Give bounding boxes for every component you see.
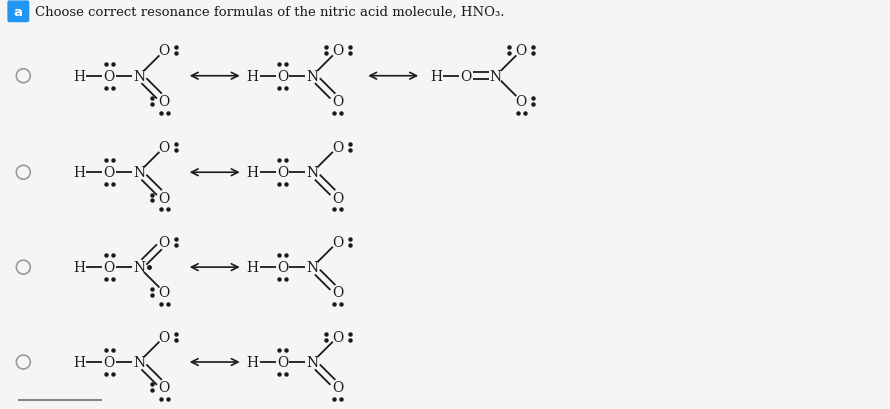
Text: H: H [73,166,85,180]
Text: O: O [277,355,288,369]
Text: N: N [133,70,145,83]
Text: N: N [306,166,319,180]
Text: N: N [306,355,319,369]
Text: O: O [158,235,170,249]
Text: N: N [133,166,145,180]
Text: H: H [73,261,85,274]
Text: H: H [247,70,259,83]
Text: O: O [103,166,115,180]
Text: O: O [332,44,344,58]
Text: H: H [247,261,259,274]
Text: O: O [158,286,170,300]
Text: O: O [158,191,170,205]
Text: O: O [332,191,344,205]
Text: O: O [515,44,527,58]
Text: N: N [133,261,145,274]
Text: O: O [103,355,115,369]
Text: O: O [158,141,170,155]
Text: H: H [430,70,442,83]
Text: O: O [277,166,288,180]
Text: N: N [490,70,502,83]
Text: O: O [332,286,344,300]
FancyBboxPatch shape [7,1,29,23]
Text: O: O [158,44,170,58]
Text: O: O [332,141,344,155]
Text: O: O [332,380,344,394]
Text: H: H [247,166,259,180]
Text: O: O [158,330,170,344]
Text: O: O [277,70,288,83]
Text: O: O [158,95,170,109]
Text: O: O [103,70,115,83]
Text: O: O [277,261,288,274]
Text: Choose correct resonance formulas of the nitric acid molecule, HNO₃.: Choose correct resonance formulas of the… [36,6,505,19]
Text: O: O [332,235,344,249]
Text: O: O [460,70,472,83]
Text: O: O [103,261,115,274]
Text: N: N [306,261,319,274]
Text: a: a [14,6,23,19]
Text: O: O [515,95,527,109]
Text: N: N [306,70,319,83]
Text: O: O [332,95,344,109]
Text: O: O [332,330,344,344]
Text: H: H [247,355,259,369]
Text: H: H [73,355,85,369]
Text: H: H [73,70,85,83]
Text: O: O [158,380,170,394]
Text: N: N [133,355,145,369]
